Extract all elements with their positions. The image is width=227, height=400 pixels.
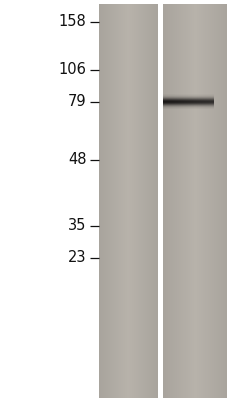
Text: 23: 23 — [68, 250, 86, 266]
Text: 106: 106 — [59, 62, 86, 78]
Text: 79: 79 — [68, 94, 86, 110]
Text: 158: 158 — [59, 14, 86, 30]
Text: 35: 35 — [68, 218, 86, 234]
Text: 48: 48 — [68, 152, 86, 168]
